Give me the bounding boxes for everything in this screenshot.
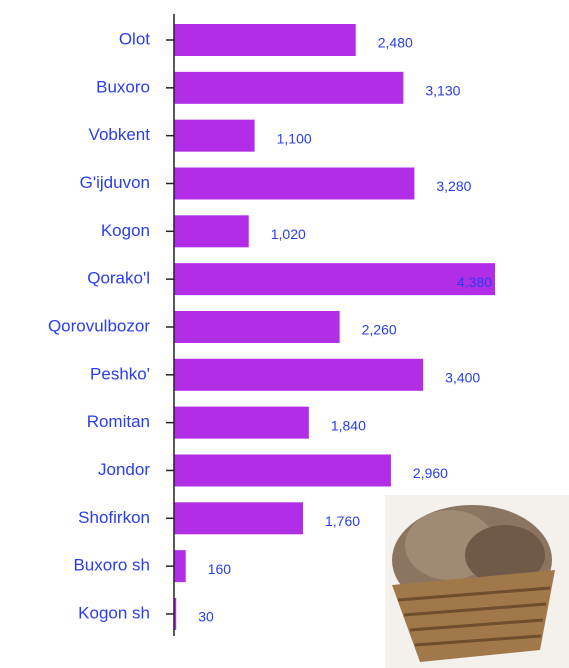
category-label: Kogon: [101, 221, 150, 240]
page: Olot 2,480 Buxoro 3,130 Vobkent 1,100 G'ijduvo…: [0, 0, 569, 668]
category-label: Romitan: [87, 412, 150, 431]
value-label: 3,400: [445, 370, 480, 386]
value-label: 1,100: [277, 130, 312, 146]
category-label: Qorovulbozor: [48, 316, 150, 335]
value-label: 1,020: [271, 226, 306, 242]
bar: [174, 550, 186, 582]
bar: [174, 454, 391, 486]
category-label: G'ijduvon: [80, 173, 150, 192]
chart: Olot 2,480 Buxoro 3,130 Vobkent 1,100 G'ijduvo…: [0, 0, 569, 668]
value-label: 4,380: [457, 274, 492, 290]
bar: [174, 311, 340, 343]
value-label: 3,280: [436, 178, 471, 194]
bar: [174, 167, 414, 199]
category-label: Kogon sh: [78, 603, 150, 622]
bar: [174, 120, 255, 152]
category-label: Vobkent: [89, 125, 151, 144]
bar: [174, 502, 303, 534]
bar: [174, 72, 403, 104]
category-label: Jondor: [98, 460, 150, 479]
value-label: 3,130: [425, 83, 460, 99]
bar: [174, 407, 309, 439]
bar: [174, 263, 495, 295]
bar: [174, 215, 249, 247]
category-label: Peshko': [90, 364, 150, 383]
category-label: Olot: [119, 29, 150, 48]
value-label: 30: [198, 609, 214, 625]
value-label: 2,960: [413, 465, 448, 481]
basket: [392, 570, 555, 662]
value-label: 2,480: [378, 35, 413, 51]
value-label: 2,260: [362, 322, 397, 338]
value-label: 1,760: [325, 513, 360, 529]
bar: [174, 24, 356, 56]
category-label: Shofirkon: [78, 508, 150, 527]
category-label: Buxoro: [96, 77, 150, 96]
basket-photo: [385, 495, 569, 668]
category-label: Qorako'l: [87, 269, 150, 288]
value-label: 1,840: [331, 417, 366, 433]
value-label: 160: [208, 561, 232, 577]
bar: [174, 359, 423, 391]
category-label: Buxoro sh: [73, 556, 150, 575]
